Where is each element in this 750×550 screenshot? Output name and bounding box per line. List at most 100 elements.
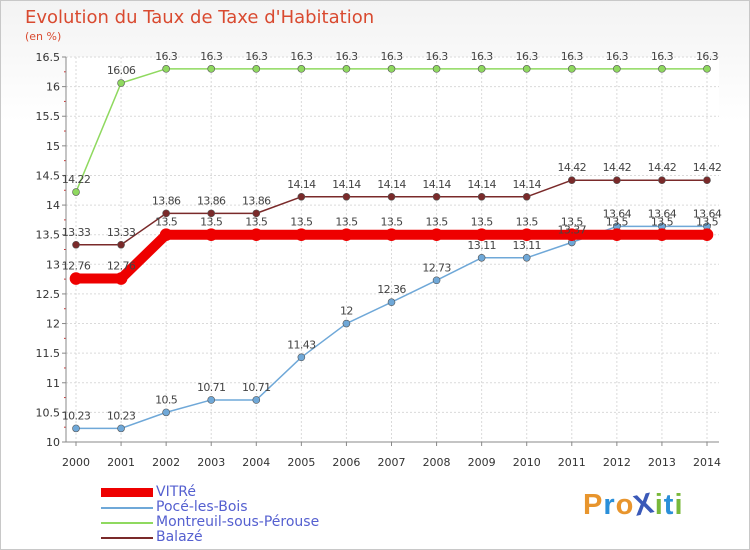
x-tick-label: 2012 bbox=[603, 456, 631, 469]
data-point-poce-les-bois bbox=[72, 424, 80, 433]
data-label-poce-les-bois: 12.73 bbox=[422, 261, 451, 274]
y-tick-label: 14 bbox=[46, 199, 60, 212]
data-label-balaze: 14.42 bbox=[558, 161, 587, 174]
data-point-balaze bbox=[432, 192, 441, 201]
data-label-vitre: 12.76 bbox=[62, 260, 91, 273]
data-label-poce-les-bois: 13.11 bbox=[467, 239, 496, 252]
data-point-montreuil-sous-perouse bbox=[432, 65, 441, 73]
data-point-montreuil-sous-perouse bbox=[658, 65, 666, 73]
legend-label-vitre: VITRé bbox=[156, 484, 196, 500]
y-tick-label: 16 bbox=[46, 81, 60, 94]
data-label-montreuil-sous-perouse: 16.3 bbox=[651, 50, 674, 63]
x-tick-label: 2007 bbox=[378, 456, 406, 469]
data-point-vitre bbox=[475, 228, 488, 241]
data-point-poce-les-bois bbox=[387, 298, 396, 307]
data-label-poce-les-bois: 13.64 bbox=[603, 207, 632, 220]
data-label-balaze: 13.33 bbox=[107, 226, 136, 239]
data-point-poce-les-bois bbox=[117, 424, 125, 433]
data-point-vitre bbox=[114, 272, 128, 285]
data-label-balaze: 13.86 bbox=[152, 194, 181, 207]
data-point-vitre bbox=[340, 228, 353, 241]
y-tick-label: 12.5 bbox=[36, 288, 61, 301]
data-label-vitre: 13.5 bbox=[561, 216, 584, 229]
data-point-montreuil-sous-perouse bbox=[387, 65, 396, 73]
data-point-montreuil-sous-perouse bbox=[117, 79, 125, 87]
data-label-poce-les-bois: 13.64 bbox=[648, 207, 677, 220]
x-tick-label: 2005 bbox=[287, 456, 315, 469]
data-label-montreuil-sous-perouse: 16.3 bbox=[516, 50, 539, 63]
data-point-montreuil-sous-perouse bbox=[477, 65, 486, 73]
y-tick-label: 12 bbox=[46, 318, 60, 331]
data-point-balaze bbox=[252, 209, 261, 218]
data-point-vitre bbox=[69, 272, 83, 285]
y-tick-label: 15 bbox=[46, 140, 60, 153]
x-tick-label: 2010 bbox=[513, 456, 541, 469]
data-label-vitre: 13.5 bbox=[200, 216, 223, 229]
data-point-montreuil-sous-perouse bbox=[703, 65, 711, 73]
data-point-balaze bbox=[387, 192, 396, 201]
legend-label-balaze: Balazé bbox=[156, 529, 203, 545]
data-point-poce-les-bois bbox=[342, 319, 351, 328]
data-label-vitre: 13.5 bbox=[380, 216, 403, 229]
data-label-poce-les-bois: 13.37 bbox=[558, 223, 587, 236]
data-point-montreuil-sous-perouse bbox=[297, 65, 306, 73]
data-point-vitre bbox=[520, 228, 534, 241]
data-label-balaze: 14.42 bbox=[603, 161, 632, 174]
x-tick-label: 2003 bbox=[197, 456, 225, 469]
data-point-balaze bbox=[207, 209, 216, 218]
data-point-balaze bbox=[72, 240, 80, 249]
data-point-vitre bbox=[249, 228, 263, 241]
data-point-vitre bbox=[565, 228, 579, 241]
y-tick-label: 11 bbox=[46, 377, 60, 390]
y-tick-label: 10 bbox=[46, 436, 60, 449]
data-label-montreuil-sous-perouse: 16.3 bbox=[290, 50, 313, 63]
x-tick-label: 2004 bbox=[242, 456, 270, 469]
y-tick-label: 13.5 bbox=[36, 229, 61, 242]
data-point-vitre bbox=[295, 228, 308, 241]
data-point-montreuil-sous-perouse bbox=[162, 65, 170, 73]
x-tick-label: 2011 bbox=[558, 456, 586, 469]
data-point-poce-les-bois bbox=[207, 396, 216, 404]
data-point-montreuil-sous-perouse bbox=[522, 65, 531, 73]
data-point-vitre bbox=[204, 228, 218, 241]
chart-title: Evolution du Taux de Taxe d'Habitation bbox=[25, 7, 375, 28]
data-label-balaze: 14.14 bbox=[422, 178, 451, 191]
data-label-balaze: 14.14 bbox=[377, 178, 406, 191]
data-label-poce-les-bois: 11.43 bbox=[287, 338, 316, 351]
data-label-poce-les-bois: 13.64 bbox=[693, 207, 722, 220]
data-label-poce-les-bois: 10.23 bbox=[107, 409, 136, 422]
data-point-poce-les-bois bbox=[477, 253, 486, 262]
data-label-poce-les-bois: 12 bbox=[340, 305, 353, 318]
x-tick-label: 2001 bbox=[107, 456, 135, 469]
data-label-poce-les-bois: 10.71 bbox=[242, 381, 271, 394]
x-tick-label: 2009 bbox=[468, 456, 496, 469]
data-point-montreuil-sous-perouse bbox=[613, 65, 621, 73]
legend-swatch-montreuil-sous-perouse bbox=[101, 521, 153, 524]
data-point-montreuil-sous-perouse bbox=[72, 188, 80, 196]
data-label-montreuil-sous-perouse: 16.3 bbox=[245, 50, 268, 63]
data-label-montreuil-sous-perouse: 16.3 bbox=[606, 50, 629, 63]
data-label-balaze: 14.14 bbox=[512, 178, 541, 191]
data-point-poce-les-bois bbox=[297, 353, 306, 362]
data-point-vitre bbox=[159, 228, 173, 241]
y-tick-label: 16.5 bbox=[36, 51, 61, 64]
data-label-balaze: 13.86 bbox=[242, 194, 271, 207]
data-point-balaze bbox=[162, 209, 170, 218]
legend-label-poce-les-bois: Pocé-les-Bois bbox=[156, 499, 248, 515]
data-label-balaze: 14.14 bbox=[287, 178, 316, 191]
data-label-vitre: 12.76 bbox=[107, 260, 136, 273]
y-tick-label: 14.5 bbox=[36, 169, 61, 182]
data-label-balaze: 14.14 bbox=[332, 178, 361, 191]
data-label-montreuil-sous-perouse: 16.3 bbox=[696, 50, 719, 63]
data-label-vitre: 13.5 bbox=[516, 216, 539, 229]
data-label-montreuil-sous-perouse: 16.06 bbox=[107, 64, 136, 77]
data-label-vitre: 13.5 bbox=[335, 216, 358, 229]
data-label-poce-les-bois: 10.5 bbox=[155, 393, 178, 406]
data-label-poce-les-bois: 10.71 bbox=[197, 381, 226, 394]
data-label-vitre: 13.5 bbox=[245, 216, 268, 229]
data-point-balaze bbox=[117, 240, 125, 249]
data-point-vitre bbox=[385, 228, 398, 241]
data-label-poce-les-bois: 12.36 bbox=[377, 283, 406, 296]
